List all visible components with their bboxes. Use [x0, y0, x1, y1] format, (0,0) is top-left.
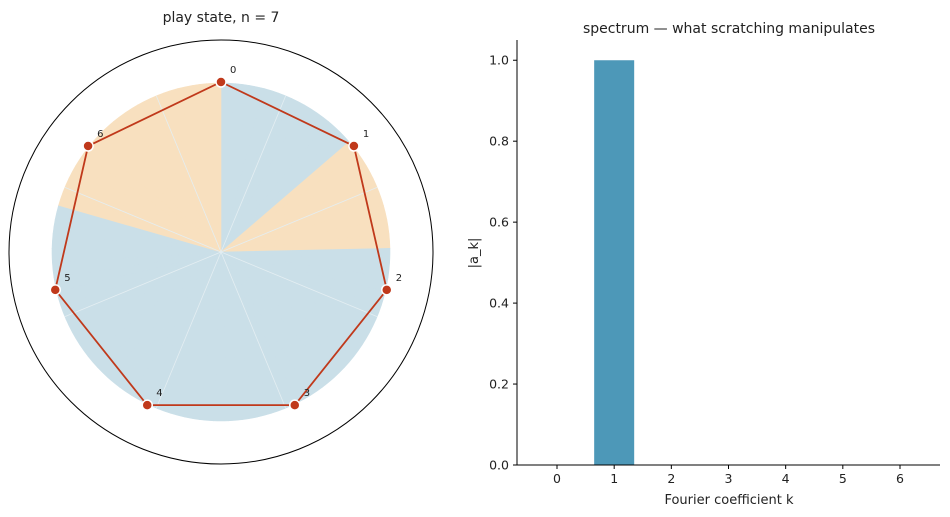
x-tick-label: 1 [610, 471, 618, 486]
vertex-label: 3 [304, 388, 310, 399]
vertex-label: 5 [64, 273, 70, 284]
vertex-label: 1 [363, 129, 369, 140]
polygon-vertex [289, 399, 301, 411]
sector-divider [155, 251, 222, 409]
bar [594, 60, 635, 466]
polygon-vertex [49, 284, 62, 296]
state-polygon [54, 81, 388, 407]
x-axis-label: Fourier coefficient k [664, 493, 794, 508]
sector-divider [220, 95, 287, 253]
sector-divider [220, 186, 378, 253]
vertex-label: 0 [230, 65, 236, 76]
bars [594, 60, 635, 466]
polygon-vertex [141, 399, 153, 411]
polygon-vertex [82, 140, 94, 152]
y-tick-label: 0.6 [489, 215, 509, 230]
x-tick-label: 4 [782, 471, 790, 486]
bar-panel: spectrum — what scratching manipulates 0… [467, 21, 940, 508]
x-tick-label: 2 [667, 471, 675, 486]
vertex-label: 4 [156, 388, 162, 399]
sector-dividers [64, 95, 378, 409]
polygon-vertex [215, 76, 227, 88]
y-tick-label: 0.0 [489, 458, 509, 473]
y-tick-label: 0.8 [489, 134, 509, 149]
sector-divider [220, 251, 378, 318]
outer-circle [8, 39, 434, 465]
y-axis-label: |a_k| [467, 238, 482, 269]
sector-divider [64, 251, 222, 318]
sector-divider [155, 95, 222, 253]
x-tick-label: 6 [896, 471, 904, 486]
sector-divider [220, 251, 287, 409]
y-ticks: 0.0 0.2 0.4 0.6 0.8 1.0 [489, 53, 517, 473]
x-tick-label: 3 [725, 471, 733, 486]
x-tick-label: 0 [553, 471, 561, 486]
polar-title: play state, n = 7 [163, 10, 280, 26]
polygon-vertices: 0 1 2 3 4 5 6 [49, 65, 402, 411]
x-ticks: 0 1 2 3 4 5 6 [553, 465, 904, 486]
y-tick-label: 1.0 [489, 53, 509, 68]
vertex-label: 6 [97, 129, 103, 140]
vertex-label: 2 [396, 273, 402, 284]
sector-divider [64, 186, 222, 253]
y-tick-label: 0.4 [489, 296, 509, 311]
polar-panel: play state, n = 7 0 1 2 3 4 5 6 [8, 10, 434, 465]
polygon-vertex [380, 284, 393, 296]
bar-title: spectrum — what scratching manipulates [583, 21, 875, 37]
polygon-vertex [348, 140, 360, 152]
x-tick-label: 5 [839, 471, 847, 486]
y-tick-label: 0.2 [489, 377, 509, 392]
ring-sectors [51, 82, 391, 422]
